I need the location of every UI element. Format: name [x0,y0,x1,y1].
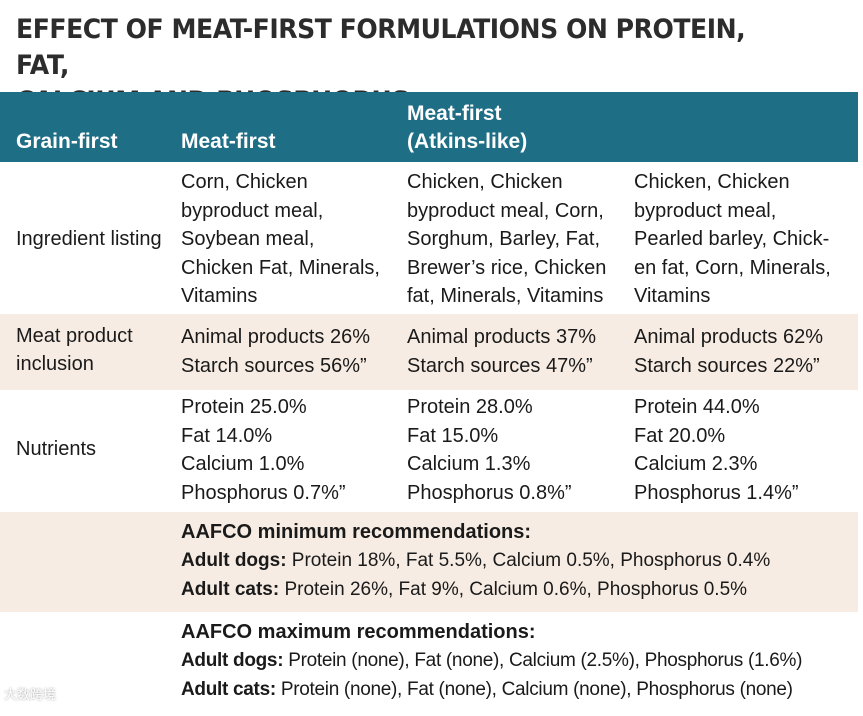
aafco-min-section: AAFCO minimum recommendations: Adult dog… [0,512,858,612]
aafco-max-dogs-label: Adult dogs: [181,650,284,671]
row-ingredients: Ingredient listing Corn, Chicken byprodu… [0,162,858,314]
cell-nutrients-atkins: Protein 44.0% Fat 20.0% Calcium 2.3% Pho… [634,396,799,504]
row-label-ingredients: Ingredient listing [16,228,162,250]
aafco-min-dogs-text: Protein 18%, Fat 5.5%, Calcium 0.5%, Pho… [286,550,771,571]
row-label-nutrients: Nutrients [16,438,97,460]
aafco-min-cats: Adult cats: Protein 26%, Fat 9%, Calcium… [181,576,747,604]
aafco-min-dogs: Adult dogs: Protein 18%, Fat 5.5%, Calci… [181,547,770,575]
cell-meat-grain: Animal products 26% Starch sources 56%” [181,326,370,377]
aafco-min-dogs-label: Adult dogs: [181,550,287,571]
cell-meat-atkins: Animal products 62% Starch sources 22%” [634,326,823,377]
aafco-max-dogs: Adult dogs: Protein (none), Fat (none), … [181,647,802,675]
table-header: Grain-first Meat-first Meat-first (Atkin… [0,92,858,162]
aafco-max-cats-text: Protein (none), Fat (none), Calcium (non… [275,679,793,700]
aafco-min-heading: AAFCO minimum recommendations: [181,521,532,543]
cell-ingredients-meat: Chicken, Chicken byproduct meal, Corn, S… [407,171,607,307]
aafco-max-cats-label: Adult cats: [181,679,276,700]
cell-ingredients-atkins: Chicken, Chicken byproduct meal, Pearled… [634,171,831,307]
cell-meat-meat: Animal products 37% Starch sources 47%” [407,326,596,377]
header-meat-first: Meat-first [181,130,276,153]
cell-nutrients-grain: Protein 25.0% Fat 14.0% Calcium 1.0% Pho… [181,396,346,504]
aafco-min-cats-text: Protein 26%, Fat 9%, Calcium 0.6%, Phosp… [279,579,748,600]
header-atkins-line2: (Atkins-like) [407,130,528,153]
row-meat-inclusion: Meat product inclusion Animal products 2… [0,314,858,390]
aafco-max-heading: AAFCO maximum recommendations: [181,621,536,643]
aafco-max-cats: Adult cats: Protein (none), Fat (none), … [181,676,793,704]
row-nutrients: Nutrients Protein 25.0% Fat 14.0% Calciu… [0,390,858,512]
header-atkins-line1: Meat-first [407,102,502,125]
cell-ingredients-grain: Corn, Chicken byproduct meal, Soybean me… [181,171,380,307]
aafco-max-section: AAFCO maximum recommendations: Adult dog… [0,612,858,716]
watermark: 大数跨境 [4,687,57,702]
row-label-meat-2: inclusion [16,353,94,375]
cell-nutrients-meat: Protein 28.0% Fat 15.0% Calcium 1.3% Pho… [407,396,572,504]
aafco-max-dogs-text: Protein (none), Fat (none), Calcium (2.5… [283,650,803,671]
row-label-meat-1: Meat product [16,325,133,347]
title-line-1: EFFECT OF MEAT-FIRST FORMULATIONS ON PRO… [16,14,746,81]
aafco-min-cats-label: Adult cats: [181,579,280,600]
header-grain-first: Grain-first [16,130,118,153]
